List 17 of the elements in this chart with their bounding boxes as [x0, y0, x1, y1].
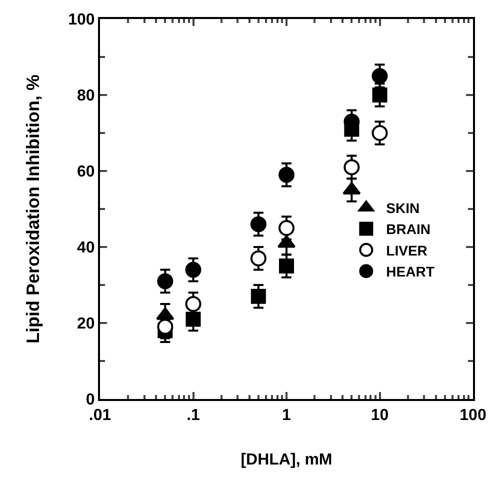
y-tick-label: 20 — [77, 316, 95, 333]
legend-label: BRAIN — [386, 221, 431, 238]
y-tick-label: 40 — [77, 240, 95, 257]
y-tick-label: 80 — [77, 88, 95, 105]
legend-label: SKIN — [386, 200, 420, 216]
x-tick-label: 10 — [370, 407, 389, 424]
x-axis-title: [DHLA], mM — [240, 451, 332, 468]
x-tick-label: 1 — [282, 407, 292, 424]
x-tick-label: .01 — [88, 407, 112, 424]
y-axis-title: Lipid Peroxidation Inhibition, % — [22, 74, 43, 344]
x-tick-label: .1 — [186, 407, 200, 424]
y-tick-label: 60 — [77, 164, 95, 181]
x-tick-label: 100 — [460, 407, 486, 424]
y-tick-label: 0 — [86, 392, 95, 409]
legend-label: LIVER — [386, 242, 428, 258]
y-tick-label: 100 — [68, 12, 95, 29]
legend-label: HEART — [386, 264, 435, 280]
